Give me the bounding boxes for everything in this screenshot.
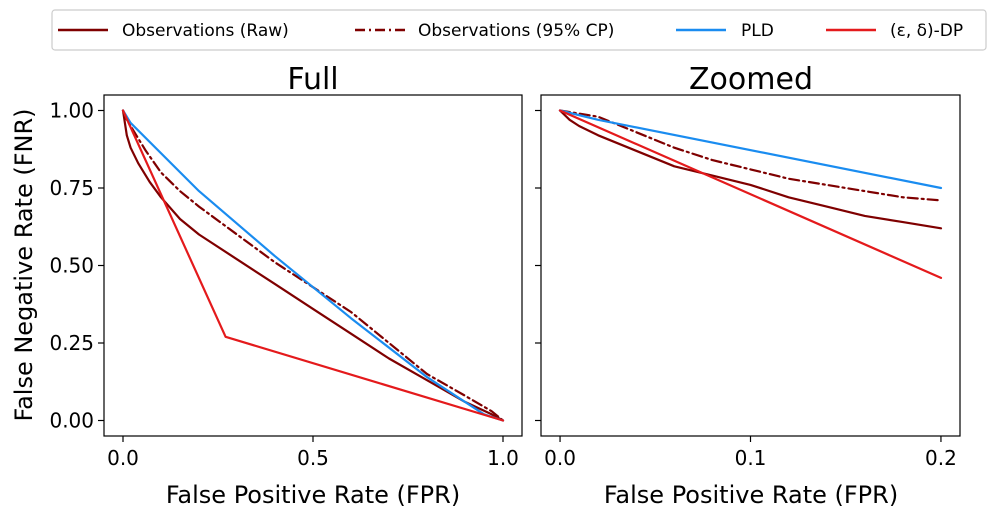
panel-full: Full 0.0 0.5 1.0 0.00 0.25 0.50 0.75 1.00 False… (10, 62, 523, 509)
y-tick-label: 1.00 (49, 99, 94, 123)
legend-label-cp: Observations (95% CP) (418, 21, 614, 41)
series-line-4 (558, 109, 943, 279)
ticks-full: 0.0 0.5 1.0 0.00 0.25 0.50 0.75 1.00 (49, 99, 518, 471)
x-tick-label: 1.0 (487, 446, 519, 470)
panel-title-zoomed: Zoomed (689, 62, 813, 97)
y-tick-label: 0.00 (49, 409, 94, 433)
series-line-3 (121, 109, 505, 422)
legend-frame (51, 9, 987, 51)
series-zoomed (558, 109, 943, 279)
series-line-3 (558, 109, 943, 190)
legend-label-dp: (ε, δ)-DP (890, 21, 963, 41)
plot-frame-full (103, 94, 523, 437)
legend-label-raw: Observations (Raw) (122, 21, 289, 41)
panel-zoomed: Zoomed 0.0 0.1 0.2 False Positive Rate (FP… (535, 62, 961, 509)
plot-frame-zoomed (540, 94, 961, 437)
series-full (121, 109, 505, 422)
ticks-zoomed: 0.0 0.1 0.2 (535, 109, 957, 470)
panel-title-full: Full (287, 62, 338, 97)
x-tick-label: 0.2 (925, 446, 957, 470)
x-tick-label: 0.5 (297, 446, 329, 470)
y-tick-label: 0.50 (49, 254, 94, 278)
x-tick-label: 0.0 (544, 446, 576, 470)
series-line-1 (558, 109, 943, 230)
y-axis-label-full: False Negative Rate (FNR) (10, 108, 38, 421)
series-line-4 (121, 109, 505, 422)
x-tick-label: 0.0 (107, 446, 139, 470)
y-tick-label: 0.25 (49, 331, 94, 355)
series-line-1 (121, 109, 505, 422)
y-tick-label: 0.75 (49, 176, 94, 200)
x-axis-label-zoomed: False Positive Rate (FPR) (604, 481, 898, 509)
x-axis-label-full: False Positive Rate (FPR) (166, 481, 460, 509)
legend-label-pld: PLD (741, 21, 774, 41)
series-line-2 (558, 109, 943, 202)
legend: Observations (Raw) Observations (95% CP)… (51, 9, 987, 51)
series-line-2 (121, 109, 505, 422)
x-tick-label: 0.1 (735, 446, 767, 470)
